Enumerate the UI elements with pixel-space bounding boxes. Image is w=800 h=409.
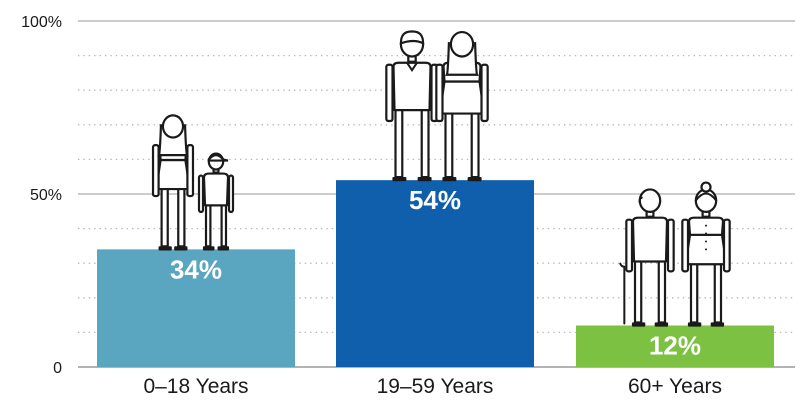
young-woman-icon xyxy=(151,114,195,251)
bar-value-label: 34% xyxy=(170,254,222,284)
bar xyxy=(336,180,534,367)
y-tick-label: 0 xyxy=(53,360,62,377)
category-labels: 0–18 Years 19–59 Years 60+ Years xyxy=(143,375,722,398)
elderly-woman-icon xyxy=(681,181,731,327)
bar xyxy=(576,325,774,367)
bars xyxy=(97,180,774,367)
people-figures xyxy=(151,30,731,327)
bar-value-label: 54% xyxy=(409,185,461,215)
y-axis-ticks: 0 50% 100% xyxy=(21,14,62,377)
category-label: 19–59 Years xyxy=(377,375,494,398)
value-labels: 34% 54% 12% xyxy=(170,185,701,360)
man-icon xyxy=(385,30,439,182)
bar xyxy=(97,249,295,367)
woman-icon xyxy=(435,30,489,182)
boy-with-cap-icon xyxy=(197,152,235,251)
bar-value-label: 12% xyxy=(649,330,701,360)
elderly-man-with-cane-icon xyxy=(619,188,675,327)
category-label: 60+ Years xyxy=(628,375,722,398)
y-tick-label: 100% xyxy=(21,14,62,31)
y-tick-label: 50% xyxy=(30,187,62,204)
category-label: 0–18 Years xyxy=(143,375,248,398)
